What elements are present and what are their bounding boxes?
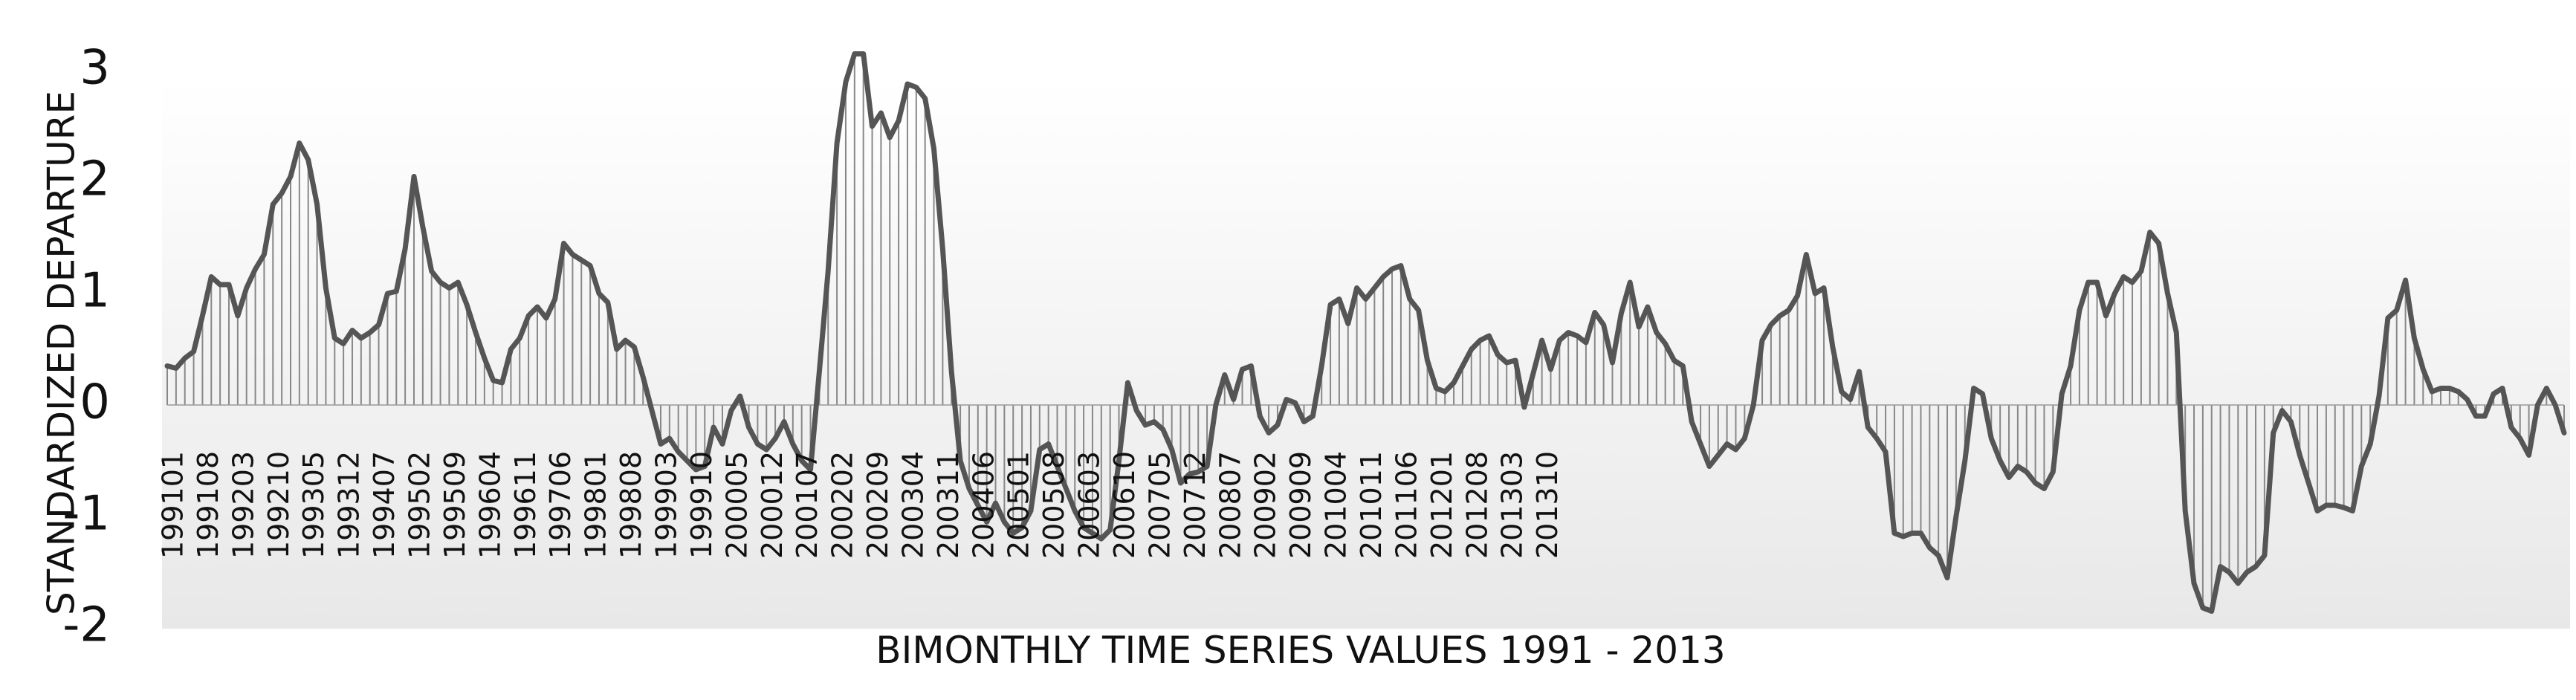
x-tick-label: 200501 (1003, 451, 1035, 559)
x-tick-label: 199808 (615, 451, 647, 559)
x-tick-label: 200005 (720, 451, 753, 559)
x-tick-label: 200508 (1038, 451, 1070, 559)
y-tick-label: 3 (80, 41, 110, 96)
x-tick-label: 199910 (685, 451, 718, 559)
x-tick-label: 200107 (791, 451, 823, 559)
y-tick-label: 2 (80, 152, 110, 207)
y-axis-ticks: 3 2 1 0 -1 -2 (62, 41, 110, 653)
x-tick-label: 200705 (1143, 451, 1176, 559)
x-tick-label: 200807 (1214, 451, 1246, 559)
x-tick-label: 199706 (544, 451, 577, 559)
x-tick-label: 201201 (1425, 451, 1458, 559)
x-tick-label: 199305 (297, 451, 330, 559)
x-tick-label: 201303 (1496, 451, 1529, 559)
x-tick-label: 199604 (473, 451, 506, 559)
x-tick-label: 200610 (1108, 451, 1141, 559)
x-tick-label: 199611 (509, 451, 542, 559)
x-tick-label: 200202 (826, 451, 859, 559)
x-tick-label: 201004 (1320, 451, 1353, 559)
y-tick-label: -1 (62, 487, 110, 542)
x-tick-label: 200603 (1073, 451, 1106, 559)
x-tick-label: 199312 (333, 451, 366, 559)
x-tick-label: 201011 (1355, 451, 1388, 559)
x-tick-label: 200909 (1284, 451, 1317, 559)
x-axis-title: BIMONTHLY TIME SERIES VALUES 1991 - 2013 (876, 629, 1725, 672)
x-tick-label: 199203 (227, 451, 259, 559)
y-tick-label: -2 (62, 598, 110, 653)
x-tick-label: 200012 (756, 451, 789, 559)
x-tick-label: 200902 (1249, 451, 1282, 559)
series-line (164, 51, 2567, 614)
x-tick-label: 200311 (932, 451, 965, 559)
x-tick-label: 199502 (404, 451, 436, 559)
x-tick-label: 199210 (262, 451, 295, 559)
x-tick-label: 199801 (580, 451, 612, 559)
y-tick-label: 0 (80, 375, 110, 430)
x-tick-label: 199903 (650, 451, 683, 559)
x-tick-label: 200406 (967, 451, 1000, 559)
x-tick-label: 199509 (438, 451, 471, 559)
x-tick-label: 199101 (157, 451, 190, 559)
y-axis-title: STANDARDIZED DEPARTURE (40, 91, 83, 615)
x-tick-label: 201208 (1460, 451, 1493, 559)
x-tick-label: 200209 (861, 451, 894, 559)
x-tick-label: 199407 (368, 451, 401, 559)
x-tick-label: 200304 (897, 451, 930, 559)
x-tick-label: 200712 (1179, 451, 1211, 559)
x-axis-ticks: 199101 199108 199203 199210 199305 199312 1994… (157, 451, 1564, 559)
x-tick-label: 201106 (1390, 451, 1423, 559)
y-tick-label: 1 (80, 264, 110, 319)
x-tick-label: 199108 (192, 451, 224, 559)
x-tick-label: 201310 (1531, 451, 1564, 559)
hatch-fill (166, 54, 2565, 612)
